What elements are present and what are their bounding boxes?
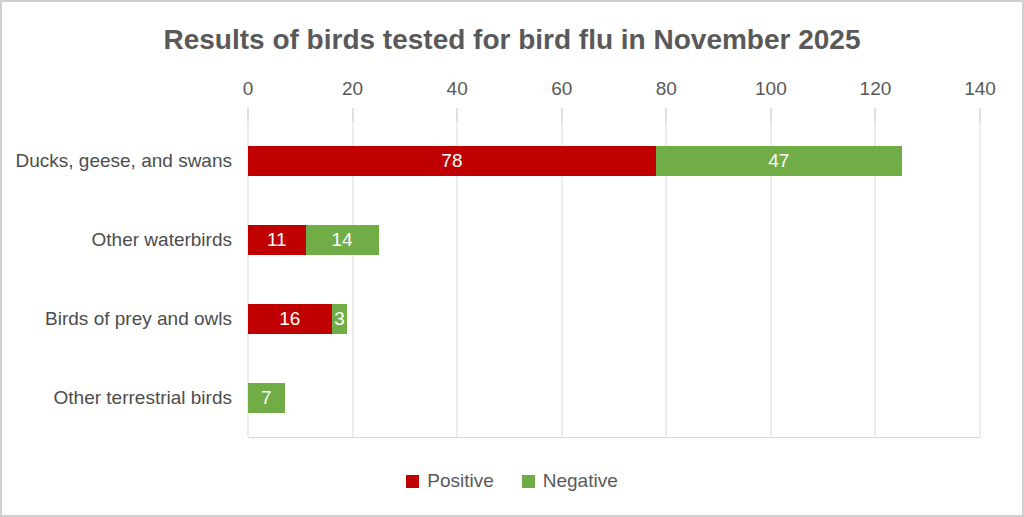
x-axis-tick-label: 20: [342, 78, 363, 100]
x-axis-tick-mark: [457, 108, 458, 122]
category-label: Ducks, geese, and swans: [2, 122, 232, 201]
chart-frame: Results of birds tested for bird flu in …: [0, 0, 1024, 517]
data-label: 3: [334, 308, 345, 330]
bar-segment-negative: 47: [656, 146, 902, 176]
x-axis-tick-mark: [248, 108, 249, 122]
x-axis-tick-label: 80: [656, 78, 677, 100]
x-axis-tick-mark: [770, 108, 771, 122]
stacked-bar: 7: [248, 383, 980, 413]
data-label: 47: [768, 150, 789, 172]
x-axis-tick-mark: [666, 108, 667, 122]
x-axis-tick-label: 40: [447, 78, 468, 100]
data-label: 16: [279, 308, 300, 330]
x-axis-tick-marks: [248, 108, 980, 122]
x-axis-tick-label: 140: [964, 78, 996, 100]
stacked-bar: 11 14: [248, 225, 980, 255]
bar-segment-negative: 14: [306, 225, 379, 255]
legend-item-positive: Positive: [406, 470, 494, 492]
legend: Positive Negative: [2, 470, 1022, 492]
x-axis-tick-label: 0: [243, 78, 254, 100]
x-axis-tick-label: 60: [551, 78, 572, 100]
legend-swatch-icon: [522, 475, 535, 488]
bar-segment-positive: 11: [248, 225, 306, 255]
x-axis-tick-mark: [980, 108, 981, 122]
legend-swatch-icon: [406, 475, 419, 488]
data-label: 11: [267, 229, 287, 251]
x-axis-tick-label: 120: [860, 78, 892, 100]
bar-row: 7: [248, 358, 980, 437]
bar-segment-positive: 16: [248, 304, 332, 334]
stacked-bar: 78 47: [248, 146, 980, 176]
legend-item-negative: Negative: [522, 470, 618, 492]
legend-label: Negative: [543, 470, 618, 492]
bar-row: 16 3: [248, 280, 980, 359]
category-label: Birds of prey and owls: [2, 280, 232, 359]
bar-row: 78 47: [248, 122, 980, 201]
data-label: 7: [261, 387, 272, 409]
bar-segment-positive: 78: [248, 146, 656, 176]
stacked-bar: 16 3: [248, 304, 980, 334]
data-label: 78: [441, 150, 462, 172]
x-axis-tick-mark: [875, 108, 876, 122]
chart-title: Results of birds tested for bird flu in …: [2, 24, 1022, 56]
plot-area: 78 47 11 14 16 3 7: [248, 122, 980, 438]
category-label: Other waterbirds: [2, 201, 232, 280]
x-axis-tick-mark: [561, 108, 562, 122]
bar-segment-negative: 7: [248, 383, 285, 413]
x-axis-tick-label: 100: [755, 78, 787, 100]
legend-label: Positive: [427, 470, 494, 492]
category-axis: Ducks, geese, and swansOther waterbirdsB…: [2, 122, 232, 437]
x-axis-tick-mark: [352, 108, 353, 122]
bar-row: 11 14: [248, 201, 980, 280]
bar-segment-negative: 3: [332, 304, 348, 334]
x-axis-labels: 020406080100120140: [248, 78, 980, 102]
category-label: Other terrestrial birds: [2, 358, 232, 437]
data-label: 14: [332, 229, 353, 251]
